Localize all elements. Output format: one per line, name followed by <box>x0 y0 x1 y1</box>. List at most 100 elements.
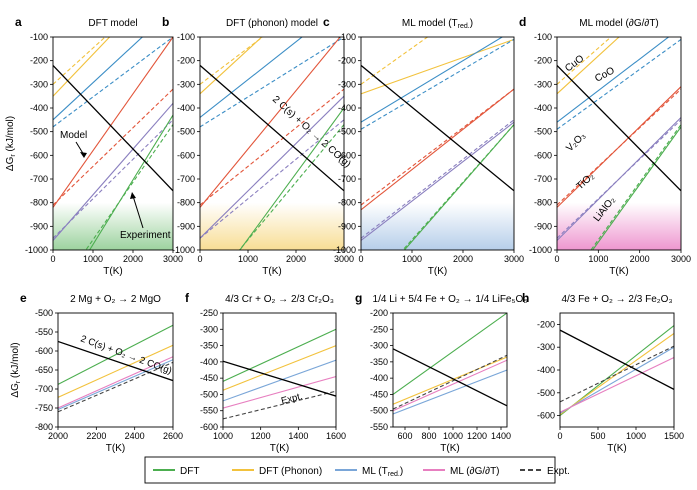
series-line-v2o3-expt <box>200 88 344 206</box>
y-tick-label: -500 <box>534 127 552 137</box>
x-tick-label: 2400 <box>125 431 145 441</box>
arrow-head <box>80 152 87 158</box>
y-tick-label: -700 <box>338 174 356 184</box>
y-tick-label: -700 <box>30 174 48 184</box>
panel-c: 0 1000 2000 3000-1000-900-800-700-600-500-4… <box>323 15 524 277</box>
x-tick-label: 1400 <box>491 431 511 441</box>
series-line-2c-o2-2co <box>223 360 336 397</box>
series-line-expt- <box>58 361 173 413</box>
annotation-model: Model <box>60 130 87 141</box>
title-main: 2 Mg + O₂ → 2 MgO <box>70 294 161 305</box>
series-line-cuo-model <box>200 37 263 95</box>
panel-h: 0 500 1000 1500 -600 -500 -400 -300 -200 T(K) 4/3 … <box>522 291 684 454</box>
series-line-lialo2-expt <box>85 124 173 250</box>
series-group <box>200 37 344 250</box>
series-line-coo-expt <box>53 37 173 128</box>
title-main: DFT model <box>88 18 137 29</box>
series-line-dft-phonon- <box>58 344 173 398</box>
panel-a: 0 1000 2000 3000 -1000 -900 -800 -700 -600 -500 -4… <box>5 15 183 277</box>
y-tick-label: -550 <box>200 406 218 416</box>
y-tick-label: -900 <box>30 221 48 231</box>
series-line-tio2-model <box>53 102 173 241</box>
legend-label-main: DFT (Phonon) <box>259 466 322 477</box>
legend-label: DFT (Phonon) <box>259 466 322 477</box>
x-tick-label: 0 <box>358 254 363 264</box>
x-tick-label: 2000 <box>453 254 473 264</box>
series-line-2c-o2-2co <box>361 64 514 192</box>
y-tick-label: -500 <box>35 308 53 318</box>
y-tick-label: -400 <box>338 103 356 113</box>
y-tick-label: -550 <box>35 327 53 337</box>
y-label-main: ΔG <box>10 383 21 398</box>
legend-label: ML (Tred.) <box>362 466 403 478</box>
y-tick-label: -650 <box>35 365 53 375</box>
y-label-units: (kJ/mol) <box>10 342 21 380</box>
series-line-lialo2-model <box>239 107 344 250</box>
y-label-sub: r <box>10 154 17 157</box>
panel-title: 1/4 Li + 5/4 Fe + O₂ → 1/4 LiFe₅O₈ <box>373 294 528 305</box>
x-tick-label: 2000 <box>123 254 143 264</box>
series-group <box>53 37 173 250</box>
y-tick-label: -600 <box>200 422 218 432</box>
series-line-coo-expt <box>200 37 344 128</box>
y-tick-label: -300 <box>200 324 218 334</box>
x-tick-label: 0 <box>554 254 559 264</box>
y-tick-label: -600 <box>534 150 552 160</box>
legend: DFT DFT (Phonon) ML (Tred.) ML (∂G/∂T) Expt. <box>144 456 570 484</box>
y-tick-label: -1000 <box>172 245 195 255</box>
y-tick-label: -700 <box>534 174 552 184</box>
axes-frame <box>199 36 345 251</box>
series-line-v2o3-model <box>361 88 514 211</box>
panel-letter: d <box>519 15 526 29</box>
series-line-cuo-expt <box>200 37 264 85</box>
x-tick-label: 1000 <box>588 254 608 264</box>
y-tick-label: -600 <box>338 150 356 160</box>
x-axis-label: T(K) <box>607 443 626 454</box>
legend-label-sub: red. <box>388 471 400 478</box>
y-axis-label: ΔGr (kJ/mol) <box>5 116 17 171</box>
y-tick-label: -200 <box>177 56 195 66</box>
series-line-dft <box>223 328 336 382</box>
panel-title: DFT model <box>88 18 137 29</box>
series-line-tio2-expt <box>557 119 681 239</box>
series-line-ml-tred- <box>560 346 674 414</box>
series-line-2c-o2-2co <box>557 64 681 192</box>
x-tick-label: 2600 <box>163 431 183 441</box>
panel-g: 600 800 1000 1200 1400 -550 -500 -450 -400 -350 -3… <box>355 291 527 454</box>
x-tick-label: 1400 <box>288 431 308 441</box>
y-tick-label: -400 <box>200 357 218 367</box>
y-tick-label: -300 <box>338 79 356 89</box>
series-line-tio2-expt <box>53 119 173 239</box>
series-line-ml-dg-dt- <box>393 359 507 412</box>
y-tick-label: -450 <box>200 373 218 383</box>
series-line-coo-expt <box>361 38 514 130</box>
legend-label: DFT <box>180 466 199 477</box>
x-tick-label: 0 <box>50 254 55 264</box>
title-main: DFT (phonon) model <box>226 18 318 29</box>
panel-d: 0 1000 2000 3000 -1000 -900 -800 -700 -600 -500 -4… <box>519 15 691 277</box>
y-tick-label: -100 <box>30 32 48 42</box>
axes-frame <box>52 36 174 251</box>
y-tick-label: -200 <box>30 56 48 66</box>
x-tick-label: 3000 <box>504 254 524 264</box>
y-tick-label: -600 <box>537 411 555 421</box>
series-line-lialo2-expt <box>590 124 681 250</box>
y-tick-label: -750 <box>35 403 53 413</box>
x-tick-label: 1000 <box>213 431 233 441</box>
series-line-2c-o2-2co <box>58 340 173 382</box>
series-line-lialo2-model <box>591 126 681 250</box>
y-tick-label: -400 <box>370 373 388 383</box>
series-line-ml-dg-dt- <box>58 356 173 409</box>
legend-label: Expt. <box>547 466 570 477</box>
series-line-v2o3-expt <box>557 88 681 206</box>
oxide-label: V₂O₃ <box>564 130 588 154</box>
series-line-ml-tred- <box>393 369 507 415</box>
x-tick-label: 2000 <box>48 431 68 441</box>
x-axis-label: T(K) <box>270 443 289 454</box>
y-tick-label: -300 <box>30 79 48 89</box>
y-tick-label: -250 <box>200 308 218 318</box>
y-tick-label: -500 <box>537 388 555 398</box>
x-tick-label: 1200 <box>251 431 271 441</box>
y-tick-label: -500 <box>30 127 48 137</box>
y-tick-label: -800 <box>177 198 195 208</box>
